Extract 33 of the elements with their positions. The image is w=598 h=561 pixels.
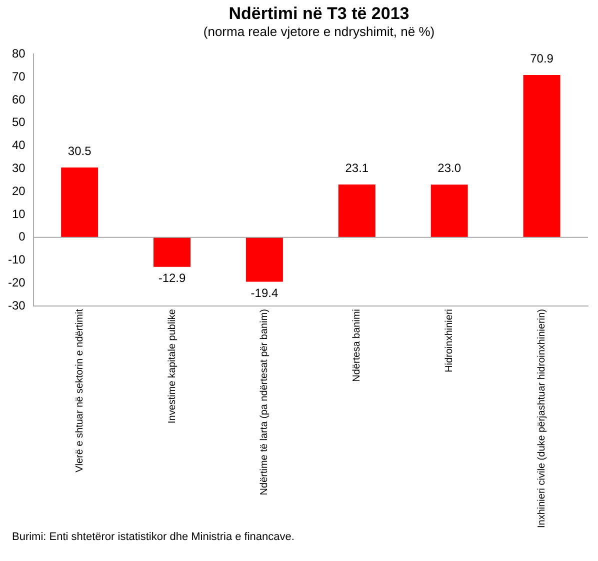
x-tick-label: Inxhinieri civile (duke përjashtuar hidroinxhinierin) [536,309,548,528]
y-tick-label: 60 [12,92,26,106]
bar [523,75,560,238]
x-tick-label: Investime kapitale publike [166,308,178,424]
data-label: 23.1 [345,160,369,175]
data-label: -12.9 [158,271,186,286]
y-tick-label: 10 [12,206,26,221]
data-label: 30.5 [68,144,92,158]
x-tick-label: Vlerë e shtuar në sektorin e ndërtimit [74,308,86,472]
bar [154,237,190,267]
data-label: 70.9 [530,51,554,66]
chart-title: Ndërtimi në T3 të 2013 [228,4,410,24]
x-tick-label: Ndërtesa banimi [352,309,363,382]
x-tick-label: Hidroinxhinieri [444,309,456,372]
y-tick-label: 80 [12,46,26,61]
y-tick-label: 40 [12,138,26,152]
bar [430,184,468,238]
text: Burimi: Enti shtetëror istatistikor dhe Ministria e financave. [11,531,296,543]
y-tick-label: 50 [12,115,26,130]
data-label: -19.4 [250,286,278,300]
y-tick-label: -20 [8,275,26,290]
y-tick-label: -10 [8,252,26,267]
bar [246,237,283,282]
bar [61,168,98,238]
x-tick-label: Ndërtime të larta (pa ndërtesat për banim) [259,309,270,496]
chart-subtitle: (norma reale vjetore e ndryshimit, në %) [202,24,436,39]
bar [338,184,376,238]
y-tick-label: 30 [12,160,26,175]
y-tick-label: -30 [8,298,26,312]
y-tick-label: 20 [12,184,26,198]
y-tick-label: 0 [18,230,26,244]
data-label: 23.0 [438,160,462,175]
y-tick-label: 70 [12,69,26,84]
